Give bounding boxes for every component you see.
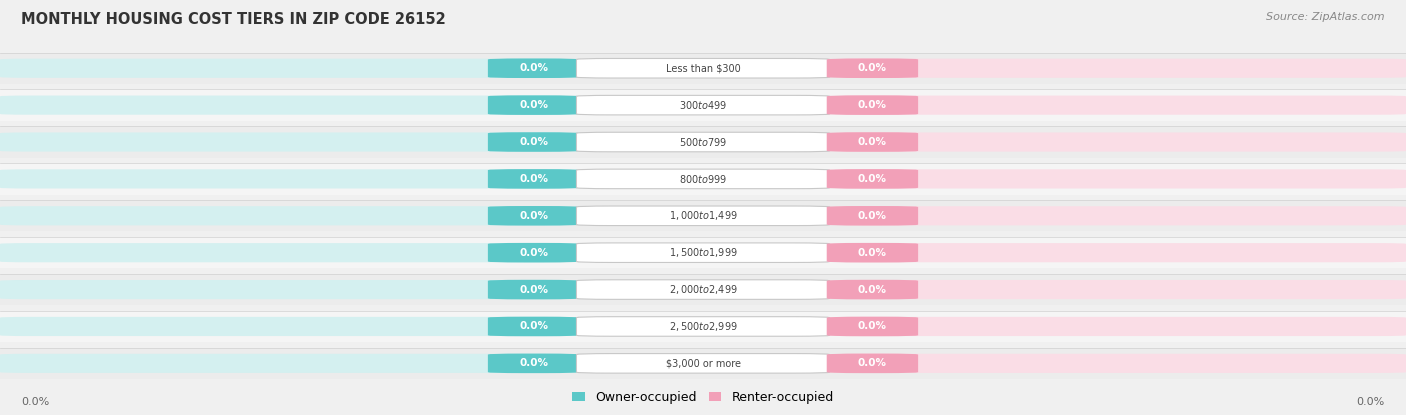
FancyBboxPatch shape [0,90,1406,121]
Text: 0.0%: 0.0% [858,63,887,73]
Text: Less than $300: Less than $300 [665,63,741,73]
FancyBboxPatch shape [834,317,1406,336]
FancyBboxPatch shape [576,354,830,373]
FancyBboxPatch shape [0,200,1406,232]
FancyBboxPatch shape [576,132,830,152]
Text: 0.0%: 0.0% [519,211,548,221]
FancyBboxPatch shape [0,237,1406,269]
FancyBboxPatch shape [0,59,572,78]
FancyBboxPatch shape [488,132,579,152]
FancyBboxPatch shape [0,243,572,262]
Legend: Owner-occupied, Renter-occupied: Owner-occupied, Renter-occupied [568,386,838,409]
Text: $1,500 to $1,999: $1,500 to $1,999 [669,246,737,259]
FancyBboxPatch shape [827,206,918,226]
FancyBboxPatch shape [488,59,579,78]
Text: 0.0%: 0.0% [858,248,887,258]
FancyBboxPatch shape [576,59,830,78]
Text: 0.0%: 0.0% [519,359,548,369]
FancyBboxPatch shape [827,169,918,189]
FancyBboxPatch shape [488,280,579,299]
Text: 0.0%: 0.0% [519,322,548,332]
FancyBboxPatch shape [0,132,572,151]
FancyBboxPatch shape [576,317,830,336]
FancyBboxPatch shape [834,206,1406,225]
FancyBboxPatch shape [827,95,918,115]
Text: 0.0%: 0.0% [519,285,548,295]
FancyBboxPatch shape [0,95,572,115]
FancyBboxPatch shape [488,169,579,189]
FancyBboxPatch shape [0,53,1406,84]
FancyBboxPatch shape [488,206,579,226]
Text: 0.0%: 0.0% [1357,397,1385,407]
FancyBboxPatch shape [0,311,1406,342]
Text: $3,000 or more: $3,000 or more [665,359,741,369]
FancyBboxPatch shape [488,95,579,115]
FancyBboxPatch shape [0,126,1406,158]
FancyBboxPatch shape [488,354,579,373]
Text: 0.0%: 0.0% [858,100,887,110]
Text: 0.0%: 0.0% [858,322,887,332]
Text: 0.0%: 0.0% [519,137,548,147]
Text: $2,000 to $2,499: $2,000 to $2,499 [669,283,737,296]
FancyBboxPatch shape [576,243,830,262]
Text: 0.0%: 0.0% [519,100,548,110]
FancyBboxPatch shape [0,206,572,225]
FancyBboxPatch shape [0,348,1406,379]
FancyBboxPatch shape [827,317,918,336]
FancyBboxPatch shape [576,280,830,299]
Text: $2,500 to $2,999: $2,500 to $2,999 [669,320,737,333]
FancyBboxPatch shape [488,243,579,262]
FancyBboxPatch shape [827,132,918,152]
Text: $300 to $499: $300 to $499 [679,99,727,111]
FancyBboxPatch shape [834,169,1406,188]
FancyBboxPatch shape [834,280,1406,299]
FancyBboxPatch shape [827,59,918,78]
Text: 0.0%: 0.0% [858,211,887,221]
FancyBboxPatch shape [576,206,830,226]
FancyBboxPatch shape [834,59,1406,78]
Text: $800 to $999: $800 to $999 [679,173,727,185]
Text: 0.0%: 0.0% [858,137,887,147]
FancyBboxPatch shape [827,243,918,262]
Text: 0.0%: 0.0% [858,285,887,295]
Text: 0.0%: 0.0% [519,248,548,258]
Text: 0.0%: 0.0% [519,174,548,184]
FancyBboxPatch shape [834,354,1406,373]
Text: $1,000 to $1,499: $1,000 to $1,499 [669,209,737,222]
Text: 0.0%: 0.0% [519,63,548,73]
Text: Source: ZipAtlas.com: Source: ZipAtlas.com [1267,12,1385,22]
FancyBboxPatch shape [827,280,918,299]
Text: MONTHLY HOUSING COST TIERS IN ZIP CODE 26152: MONTHLY HOUSING COST TIERS IN ZIP CODE 2… [21,12,446,27]
FancyBboxPatch shape [488,317,579,336]
FancyBboxPatch shape [576,95,830,115]
FancyBboxPatch shape [0,317,572,336]
FancyBboxPatch shape [834,132,1406,151]
FancyBboxPatch shape [0,354,572,373]
FancyBboxPatch shape [834,95,1406,115]
FancyBboxPatch shape [0,274,1406,305]
FancyBboxPatch shape [576,169,830,189]
FancyBboxPatch shape [0,280,572,299]
FancyBboxPatch shape [827,354,918,373]
Text: $500 to $799: $500 to $799 [679,136,727,148]
FancyBboxPatch shape [0,169,572,188]
Text: 0.0%: 0.0% [858,174,887,184]
FancyBboxPatch shape [834,243,1406,262]
Text: 0.0%: 0.0% [858,359,887,369]
FancyBboxPatch shape [0,163,1406,195]
Text: 0.0%: 0.0% [21,397,49,407]
